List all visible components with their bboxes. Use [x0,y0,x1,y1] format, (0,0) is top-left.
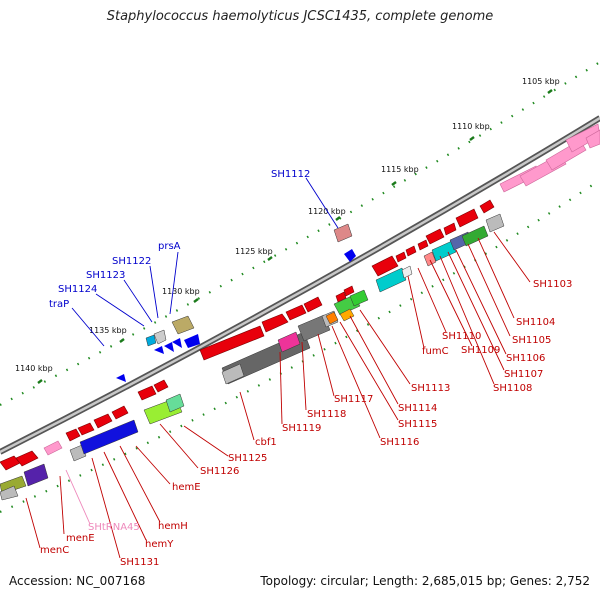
kbp-label-1125: 1125 kbp [235,247,273,256]
kbp-label-1120: 1120 kbp [308,207,346,216]
gene-label-mene: menE [66,533,95,544]
gene-label-sh1126: SH1126 [200,466,239,477]
gene-label-cbf1: cbf1 [255,437,277,448]
gene-label-sh1113: SH1113 [411,383,450,394]
gene-label-sh1109: SH1109 [461,345,500,356]
gene-label-prsa: prsA [158,241,181,252]
gene-label-sh1105: SH1105 [512,335,551,346]
gene-label-heme: hemE [172,482,201,493]
kbp-label-1135: 1135 kbp [89,326,127,335]
kbp-label-1105: 1105 kbp [522,77,560,86]
gene-label-sh1125: SH1125 [228,453,267,464]
gene-label-sh1118: SH1118 [307,409,346,420]
gene-label-menc: menC [40,545,69,556]
gene-label-sh1114: SH1114 [398,403,437,414]
forward-strand-genes [0,199,495,471]
gray-genes [0,213,505,501]
kbp-label-1140: 1140 kbp [15,364,53,373]
gene-label-sh1117: SH1117 [334,394,373,405]
red-leader-lines [25,231,531,559]
gene-label-sh1123: SH1123 [86,270,125,281]
rna-leader-line [65,469,91,525]
outer-tick-ring [0,61,600,406]
kbp-label-1130: 1130 kbp [162,287,200,296]
gene-label-sh1116: SH1116 [380,437,419,448]
gene-label-sh1131: SH1131 [120,557,159,568]
gene-label-sh1106: SH1106 [506,353,545,364]
kbp-label-1110: 1110 kbp [452,122,490,131]
gene-label-sh1108: SH1108 [493,383,532,394]
accession-text: Accession: NC_007168 [9,574,146,588]
gene-label-sh1124: SH1124 [58,284,97,295]
gene-label-hemy: hemY [145,539,174,550]
gene-label-sh1104: SH1104 [516,317,555,328]
gene-label-sh1112: SH1112 [271,169,310,180]
genome-summary-text: Topology: circular; Length: 2,685,015 bp… [260,574,590,588]
gene-label-sh1115: SH1115 [398,419,437,430]
blue-leader-lines [71,177,339,347]
gene-label-shtrna45: SHtRNA45 [88,522,140,533]
rna-genes [43,123,600,456]
gene-label-sh1119: SH1119 [282,423,321,434]
gene-label-hemh: hemH [158,521,188,532]
gene-label-fumc: fumC [422,346,449,357]
gene-label-sh1110: SH1110 [442,331,481,342]
kbp-label-1115: 1115 kbp [381,165,419,174]
reverse-strand-genes [116,249,356,382]
gene-label-sh1107: SH1107 [504,369,543,380]
genome-title: Staphylococcus haemolyticus JCSC1435, co… [106,9,494,24]
gene-label-sh1122: SH1122 [112,256,151,267]
gene-label-sh1103: SH1103 [533,279,572,290]
gene-label-trap: traP [49,299,69,310]
major-ticks-outer [37,89,553,384]
